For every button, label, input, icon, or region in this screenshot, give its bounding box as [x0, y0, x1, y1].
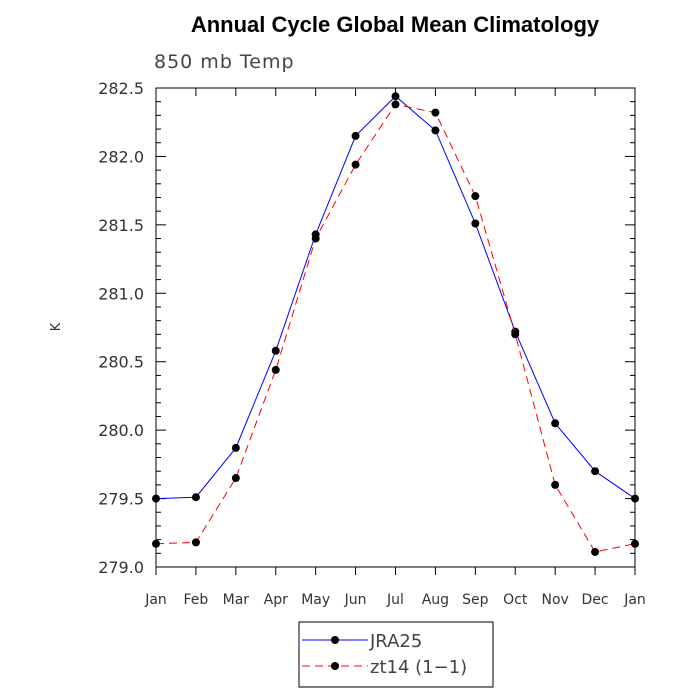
series-line — [155, 95, 636, 500]
y-tick-label: 279.0 — [98, 558, 144, 577]
data-point — [351, 131, 360, 140]
data-point — [631, 539, 639, 548]
y-axis-label: K — [49, 322, 64, 331]
data-point — [431, 126, 440, 135]
legend: JRA25 zt14 (1−1) — [298, 621, 494, 688]
data-point — [551, 419, 560, 428]
y-tick-label: 281.0 — [98, 284, 144, 303]
legend-label: zt14 (1−1) — [370, 657, 467, 678]
data-point — [191, 493, 200, 502]
data-point — [431, 108, 440, 117]
x-tick-label: Jan — [144, 592, 167, 608]
series-layer — [152, 92, 639, 556]
data-point — [231, 443, 240, 452]
y-tick-label: 281.5 — [98, 216, 144, 235]
data-point — [551, 480, 560, 489]
y-tick-label: 279.5 — [98, 490, 144, 509]
data-point — [271, 365, 280, 374]
x-tick-label: Feb — [184, 592, 209, 608]
x-tick-label: Nov — [542, 592, 569, 608]
x-tick-label: Jul — [386, 592, 404, 608]
legend-marker — [331, 662, 339, 670]
series-1 — [152, 100, 639, 556]
data-point — [191, 538, 200, 547]
data-point — [152, 539, 160, 548]
chart-subtitle: 850 mb Temp — [154, 51, 295, 73]
plot-frame — [155, 87, 636, 568]
series-line — [155, 103, 636, 553]
data-point — [152, 494, 160, 503]
x-tick-label: Jun — [344, 592, 367, 608]
data-point — [631, 494, 639, 503]
data-point — [591, 467, 600, 476]
y-tick-label: 280.5 — [98, 353, 144, 372]
data-point — [471, 219, 480, 228]
series-0 — [152, 92, 639, 503]
data-point — [231, 474, 240, 483]
y-tick-label: 282.0 — [98, 147, 144, 166]
y-tick-label: 282.5 — [98, 79, 144, 98]
x-tick-label: Apr — [264, 592, 288, 608]
data-point — [311, 234, 320, 243]
data-point — [471, 192, 480, 201]
x-tick-label: Sep — [462, 592, 489, 608]
data-point — [351, 160, 360, 169]
data-point — [511, 330, 520, 339]
data-point — [391, 92, 400, 101]
x-tick-label: Dec — [582, 592, 609, 608]
x-tick-label: Aug — [422, 592, 449, 608]
legend-label: JRA25 — [369, 631, 422, 652]
legend-marker — [331, 636, 339, 644]
x-tick-label: Jan — [623, 592, 646, 608]
axis-ticks: 279.0 279.5 280.0 280.5 281.0 281.5 282.0 282.5… — [98, 79, 646, 608]
chart-title: Annual Cycle Global Mean Climatology — [191, 12, 600, 37]
y-tick-label: 280.0 — [98, 421, 144, 440]
x-tick-label: May — [301, 592, 330, 608]
data-point — [591, 547, 600, 556]
x-tick-label: Oct — [503, 592, 528, 608]
data-point — [271, 346, 280, 355]
data-point — [391, 100, 400, 109]
x-tick-label: Mar — [223, 592, 250, 608]
legend-box — [298, 621, 494, 688]
